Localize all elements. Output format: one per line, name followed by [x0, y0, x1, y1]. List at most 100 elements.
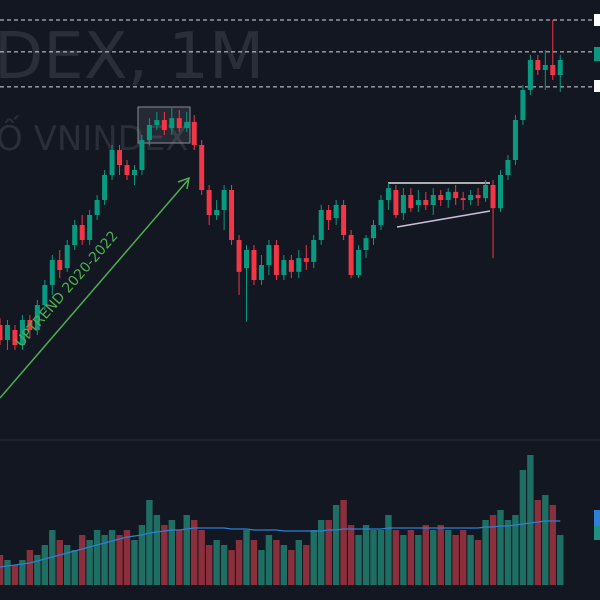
volume-bar: [340, 500, 347, 585]
volume-bar: [64, 545, 71, 585]
candle-body: [191, 121, 197, 145]
volume-bar: [527, 455, 534, 585]
volume-bar: [362, 525, 370, 585]
volume-bar: [19, 560, 26, 585]
volume-bar: [557, 535, 564, 585]
triangle-bottom: [396, 210, 491, 228]
volume-bar: [41, 545, 49, 585]
candle-body: [520, 90, 526, 120]
candle-body: [102, 175, 108, 200]
candle-body: [139, 140, 145, 170]
candle-body: [273, 245, 279, 275]
candle-body: [236, 240, 242, 272]
candle-body: [87, 215, 93, 240]
volume-bar: [534, 500, 542, 585]
candle-body: [57, 260, 63, 270]
candle-body: [400, 195, 406, 214]
volume-bar: [370, 530, 377, 585]
candle-body: [281, 260, 287, 275]
candle-body: [49, 260, 55, 285]
volume-bar: [422, 525, 429, 585]
volume-bar: [392, 530, 400, 585]
volume-bar: [549, 505, 556, 585]
volume-bar: [228, 550, 235, 585]
candle-body: [348, 235, 354, 275]
volume-bar: [445, 530, 452, 585]
volume-bar: [415, 535, 422, 585]
volume-bar: [123, 530, 131, 585]
volume-bar: [108, 530, 116, 585]
volume-bar: [385, 515, 392, 585]
volume-bar: [235, 540, 243, 585]
candle-body: [527, 60, 533, 90]
candle-body: [124, 165, 130, 175]
candle-body: [326, 210, 332, 220]
candle-body: [184, 121, 190, 129]
candle-body: [206, 190, 212, 215]
candle-body: [430, 195, 436, 205]
candle-body: [214, 210, 220, 215]
candle-body: [27, 320, 33, 330]
volume-bar: [11, 565, 19, 585]
volume-bar: [347, 525, 355, 585]
candle-body: [385, 188, 391, 200]
candle-body: [371, 225, 376, 239]
candle-body: [221, 190, 227, 210]
candle-body: [542, 65, 548, 70]
candle-body: [468, 195, 474, 200]
candle-body: [161, 120, 167, 130]
candle-body: [303, 258, 309, 262]
volume-bar: [258, 550, 265, 585]
candle-body: [557, 60, 563, 75]
volume-bar: [407, 530, 415, 585]
candle-body: [146, 125, 152, 140]
volume-bar: [303, 545, 310, 585]
candle-body: [535, 60, 541, 70]
volume-bar: [512, 515, 519, 585]
volume-bar: [176, 530, 183, 585]
candle-body: [311, 240, 317, 262]
candle-body: [363, 238, 369, 250]
candle-body: [408, 195, 414, 209]
volume-bar: [497, 510, 504, 585]
volume-bar: [519, 470, 527, 585]
volume-bar: [168, 520, 176, 585]
candle-body: [512, 120, 518, 160]
volume-bar: [318, 520, 325, 585]
candle-body: [244, 250, 250, 269]
candle-body: [229, 190, 235, 240]
candle-body: [318, 210, 324, 240]
volume-tag: [594, 510, 600, 526]
volume-bar: [400, 535, 407, 585]
volume-bar: [459, 530, 467, 585]
candle-body: [94, 200, 100, 215]
candle-body: [453, 191, 459, 199]
candle-body: [266, 245, 272, 265]
volume-bar: [437, 525, 444, 585]
volume-bar: [116, 535, 123, 585]
volume-bar: [250, 540, 258, 585]
watermark: DEX, 1M: [0, 20, 264, 94]
candle-body: [0, 325, 3, 340]
volume-bar: [213, 540, 220, 585]
volume-bar: [93, 530, 101, 585]
candle-body: [393, 190, 399, 215]
volume-bar: [243, 530, 250, 585]
candle-body: [4, 325, 10, 340]
volume-bar: [288, 550, 295, 585]
candle-body: [176, 118, 182, 129]
volume-bar: [295, 540, 302, 585]
candle-body: [42, 285, 48, 305]
candle-body: [288, 260, 294, 272]
price-tag: [594, 47, 600, 61]
candle-body: [333, 205, 339, 219]
volume-bar: [504, 520, 512, 585]
candle-body: [483, 185, 489, 199]
volume-bar: [161, 525, 168, 585]
candle-body: [415, 200, 421, 205]
volume-bar: [467, 535, 474, 585]
volume-bar: [71, 550, 78, 585]
